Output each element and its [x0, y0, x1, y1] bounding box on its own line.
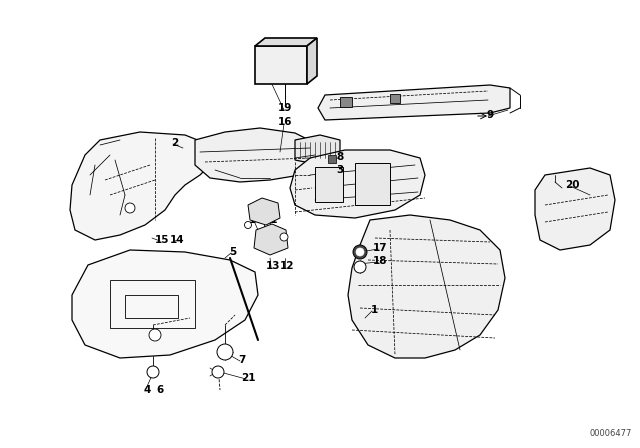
Circle shape — [354, 261, 366, 273]
Polygon shape — [307, 38, 317, 84]
Bar — [355, 163, 390, 205]
Text: 17: 17 — [372, 243, 387, 253]
Bar — [328, 155, 336, 163]
Bar — [340, 97, 352, 107]
Circle shape — [353, 245, 367, 259]
Text: 8: 8 — [337, 152, 344, 162]
Text: 10: 10 — [249, 215, 263, 225]
Polygon shape — [535, 168, 615, 250]
Polygon shape — [255, 38, 317, 46]
Text: 7: 7 — [238, 355, 246, 365]
Polygon shape — [254, 224, 288, 255]
Text: 19: 19 — [278, 103, 292, 113]
Polygon shape — [290, 150, 425, 218]
Text: 6: 6 — [156, 385, 164, 395]
Text: 1: 1 — [371, 305, 378, 315]
Circle shape — [125, 203, 135, 213]
Circle shape — [147, 366, 159, 378]
Text: 9: 9 — [486, 110, 493, 120]
Circle shape — [149, 329, 161, 341]
Polygon shape — [348, 215, 505, 358]
Text: 11: 11 — [264, 215, 278, 225]
Polygon shape — [72, 250, 258, 358]
Text: 18: 18 — [372, 256, 387, 266]
Circle shape — [212, 366, 224, 378]
Text: 20: 20 — [564, 180, 579, 190]
Circle shape — [280, 233, 288, 241]
Text: 21: 21 — [241, 373, 255, 383]
Circle shape — [244, 221, 252, 228]
Polygon shape — [295, 135, 340, 165]
Text: 2: 2 — [172, 138, 179, 148]
Text: 14: 14 — [170, 235, 184, 245]
Polygon shape — [195, 128, 315, 182]
Text: 4: 4 — [143, 385, 150, 395]
Circle shape — [217, 344, 233, 360]
Circle shape — [356, 248, 364, 256]
Bar — [255, 46, 307, 84]
Text: 16: 16 — [278, 117, 292, 127]
Text: 12: 12 — [280, 261, 294, 271]
Text: 5: 5 — [229, 247, 237, 257]
Polygon shape — [248, 198, 280, 225]
Text: 3: 3 — [337, 165, 344, 175]
Text: 13: 13 — [266, 261, 280, 271]
Polygon shape — [318, 85, 510, 120]
Text: 15: 15 — [155, 235, 169, 245]
Text: 00006477: 00006477 — [589, 429, 632, 438]
Bar — [390, 94, 400, 103]
Polygon shape — [70, 132, 215, 240]
Bar — [315, 167, 343, 202]
